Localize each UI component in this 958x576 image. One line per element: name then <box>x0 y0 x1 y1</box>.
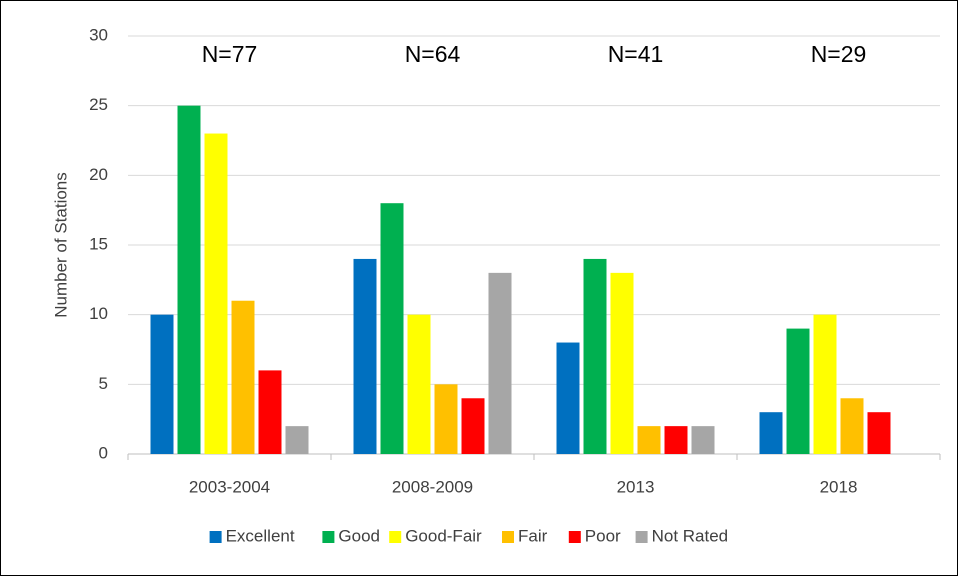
legend-swatch <box>389 531 402 543</box>
bar <box>691 426 715 454</box>
y-tick-label: 20 <box>89 165 108 184</box>
y-tick-label: 25 <box>89 95 108 114</box>
bar <box>258 370 282 454</box>
annotation: N=41 <box>608 41 664 67</box>
x-tick-label: 2013 <box>617 477 655 496</box>
legend-label: Poor <box>585 526 621 545</box>
bar <box>583 258 607 454</box>
bar <box>231 300 255 454</box>
y-tick-label: 5 <box>99 374 108 393</box>
legend-label: Fair <box>518 526 548 545</box>
bar <box>488 272 512 454</box>
bar <box>285 426 309 454</box>
bar <box>353 258 377 454</box>
legend-label: Good-Fair <box>405 526 482 545</box>
legend-swatch <box>322 531 335 543</box>
bar <box>867 412 891 454</box>
bar <box>407 314 431 454</box>
legend-swatch <box>209 531 222 543</box>
bar <box>610 272 634 454</box>
bar <box>380 203 404 454</box>
bar <box>759 412 783 454</box>
bar <box>177 105 201 455</box>
y-tick-label: 10 <box>89 304 108 323</box>
y-tick-label: 30 <box>89 25 108 44</box>
x-tick-label: 2018 <box>820 477 858 496</box>
legend-label: Good <box>338 526 380 545</box>
legend-swatch <box>635 531 648 543</box>
y-tick-label: 0 <box>99 443 108 462</box>
bar <box>434 384 458 454</box>
bar <box>637 426 661 454</box>
legend-swatch <box>568 531 581 543</box>
legend-label: Excellent <box>226 526 295 545</box>
bar <box>461 398 485 454</box>
legend-label: Not Rated <box>652 526 729 545</box>
x-tick-label: 2003-2004 <box>189 477 270 496</box>
annotation: N=29 <box>811 41 867 67</box>
legend-swatch <box>502 531 514 543</box>
y-tick-label: 15 <box>89 234 108 253</box>
bar <box>556 342 580 454</box>
annotation: N=64 <box>405 41 461 67</box>
bar <box>813 314 837 454</box>
x-tick-label: 2008-2009 <box>392 477 473 496</box>
bar <box>840 398 864 454</box>
annotation: N=77 <box>202 41 258 67</box>
bar <box>664 426 688 454</box>
y-axis-label: Number of Stations <box>51 172 70 318</box>
bar <box>150 314 174 454</box>
bar <box>786 328 810 454</box>
bar <box>204 133 228 455</box>
